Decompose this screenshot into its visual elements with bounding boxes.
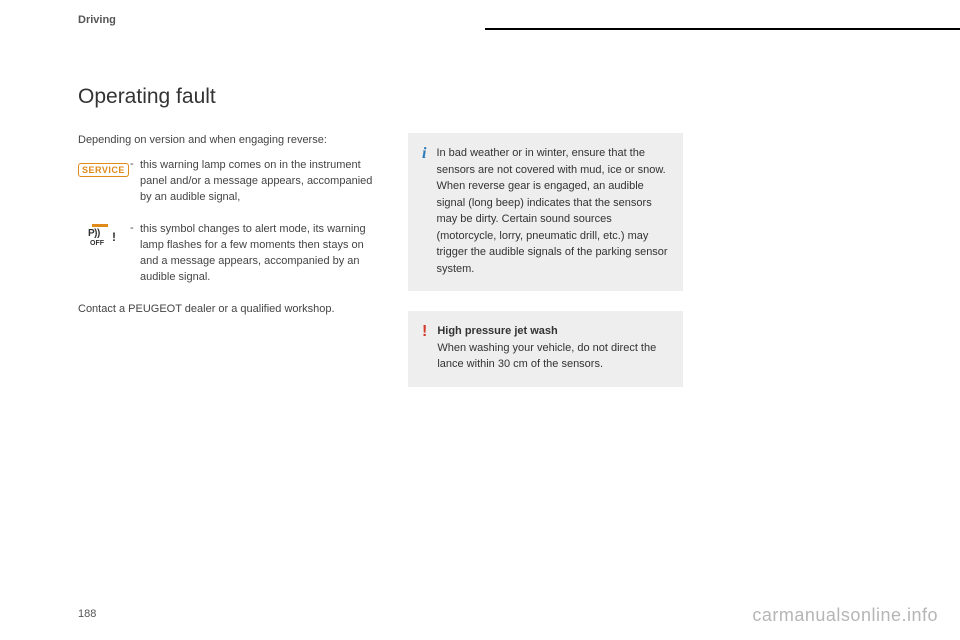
warning-callout: ! High pressure jet wash When washing yo…: [408, 311, 683, 387]
bullet-dash: -: [126, 222, 140, 234]
warning-icon: !: [422, 324, 427, 340]
warning-text: High pressure jet wash When washing your…: [437, 323, 669, 373]
left-column: Operating fault Depending on version and…: [78, 85, 378, 407]
section-label: Driving: [78, 14, 116, 26]
watermark: carmanualsonline.info: [752, 605, 938, 626]
info-text: In bad weather or in winter, ensure that…: [436, 145, 669, 277]
header-rule: [485, 28, 960, 30]
page-header: Driving: [0, 14, 960, 32]
service-icon: SERVICE: [78, 158, 126, 178]
right-column: i In bad weather or in winter, ensure th…: [408, 133, 683, 407]
info-callout: i In bad weather or in winter, ensure th…: [408, 133, 683, 291]
fault-item: SERVICE - this warning lamp comes on in …: [78, 158, 378, 206]
fault-item-text: this warning lamp comes on in the instru…: [140, 158, 378, 206]
p-off-icon: P)) OFF !: [78, 222, 126, 257]
intro-text: Depending on version and when engaging r…: [78, 133, 378, 148]
page-title: Operating fault: [78, 85, 378, 109]
warning-body: When washing your vehicle, do not direct…: [437, 342, 656, 371]
bullet-dash: -: [126, 158, 140, 170]
fault-item: P)) OFF ! - this symbol changes to alert…: [78, 222, 378, 286]
page-number: 188: [78, 608, 96, 620]
closing-text: Contact a PEUGEOT dealer or a qualified …: [78, 302, 378, 317]
page-content: Operating fault Depending on version and…: [78, 85, 890, 407]
service-badge-label: SERVICE: [78, 163, 129, 177]
fault-item-text: this symbol changes to alert mode, its w…: [140, 222, 378, 286]
info-icon: i: [422, 146, 426, 162]
warning-title: High pressure jet wash: [437, 325, 557, 337]
